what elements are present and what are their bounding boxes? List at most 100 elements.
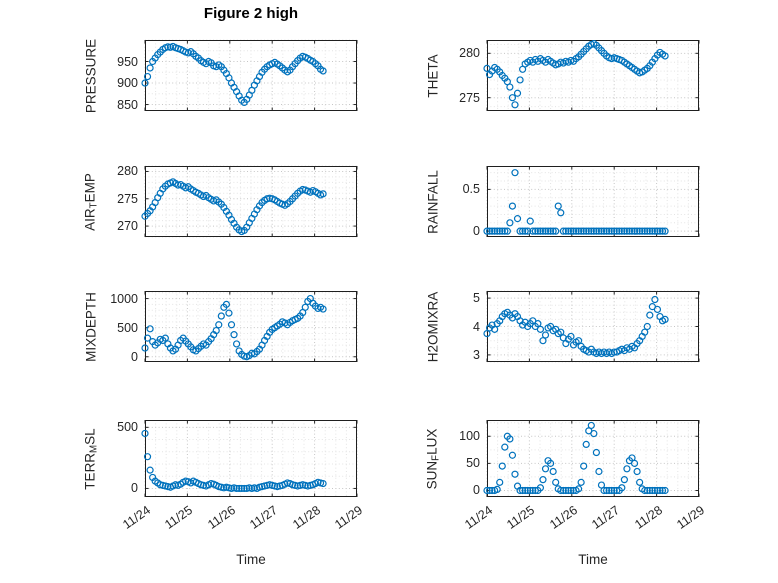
axes-frame [487, 291, 699, 362]
data-point [595, 467, 603, 476]
data-point [628, 227, 636, 235]
data-point [493, 485, 501, 494]
y-axis-label-part: PRESSURE [83, 38, 99, 113]
data-point [623, 227, 631, 235]
data-point [602, 486, 611, 495]
data-point [582, 227, 590, 235]
data-point [630, 459, 639, 467]
data-point [661, 52, 669, 60]
x-axis-label-left: Time [236, 552, 266, 567]
data-point [519, 486, 527, 495]
data-point [227, 321, 236, 329]
data-point [301, 303, 309, 311]
data-point [597, 227, 606, 235]
data-point [511, 101, 519, 109]
y-tick-label: 275 [117, 191, 138, 206]
data-point [230, 331, 238, 339]
data-point [526, 217, 534, 225]
data-point [521, 486, 529, 495]
data-point [605, 227, 613, 235]
data-point [651, 486, 659, 495]
data-point [592, 448, 600, 457]
data-point [519, 227, 527, 235]
subplot-terr-msl: 0 500 TERRMSL 11/24 11/25 11/26 11/27 11/28 11/2… [82, 420, 365, 532]
data-point [483, 486, 491, 495]
data-point [569, 227, 578, 235]
data-point [653, 227, 662, 235]
data-point [552, 478, 560, 486]
data-point [143, 334, 152, 342]
data-point [605, 486, 613, 495]
data-point [493, 227, 501, 235]
axes-canvas [141, 165, 358, 238]
data-point [648, 486, 656, 495]
data-point [501, 227, 509, 235]
y-tick-label: 0 [131, 481, 138, 496]
data-point [552, 227, 560, 235]
data-point [582, 440, 590, 449]
data-point [534, 320, 542, 328]
subplot-h2omixra: 3 4 5 H2OMIXRA [426, 290, 700, 363]
data-point [319, 190, 327, 198]
data-point [488, 227, 496, 235]
data-point [513, 89, 522, 97]
data-point [146, 466, 154, 474]
data-point [483, 227, 491, 235]
data-point [643, 322, 651, 331]
data-point [541, 465, 550, 473]
data-point [503, 227, 511, 235]
data-point [643, 227, 651, 235]
data-point [577, 227, 585, 235]
data-point [602, 227, 611, 235]
data-point [506, 83, 514, 91]
data-point [536, 325, 545, 333]
y-axis-label-part: M [88, 444, 100, 453]
data-point [496, 227, 504, 235]
data-point [661, 315, 669, 323]
data-point [508, 451, 517, 459]
data-point [544, 227, 552, 235]
data-point [511, 169, 519, 177]
data-point [623, 465, 631, 473]
data-point [488, 486, 496, 495]
data-point [546, 227, 555, 235]
data-point [546, 459, 555, 467]
data-point [600, 227, 608, 235]
data-point [146, 64, 154, 72]
data-point [161, 334, 169, 342]
data-point [643, 486, 651, 495]
data-point [549, 227, 557, 235]
data-point [496, 478, 504, 486]
data-point [319, 479, 327, 488]
data-point [636, 478, 644, 486]
y-axis-label: RAINFALL [426, 170, 441, 234]
axes-canvas [483, 166, 700, 237]
axes-frame [487, 420, 699, 497]
subplot-mixdepth: 0 500 1000 MIXDEPTH [84, 291, 358, 364]
y-tick-label: 850 [117, 97, 138, 112]
data-point [620, 476, 628, 484]
data-point [651, 295, 659, 304]
y-axis-label-part: LUX [424, 428, 440, 455]
data-point [141, 344, 149, 352]
y-axis-label-part: THETA [425, 53, 441, 98]
data-point [625, 227, 634, 235]
data-point [141, 429, 149, 438]
data-point [608, 486, 616, 495]
data-point [536, 227, 545, 235]
data-point [633, 227, 641, 235]
data-point [215, 321, 223, 329]
data-point [526, 486, 534, 495]
data-point [235, 484, 243, 493]
data-point [653, 305, 662, 314]
data-point [562, 486, 570, 495]
data-point [567, 332, 575, 341]
data-point [319, 67, 327, 75]
data-point [232, 340, 241, 348]
data-point [577, 478, 585, 486]
axes-canvas [483, 420, 700, 497]
data-point [491, 325, 499, 333]
data-point [656, 227, 664, 235]
data-point [506, 435, 514, 443]
